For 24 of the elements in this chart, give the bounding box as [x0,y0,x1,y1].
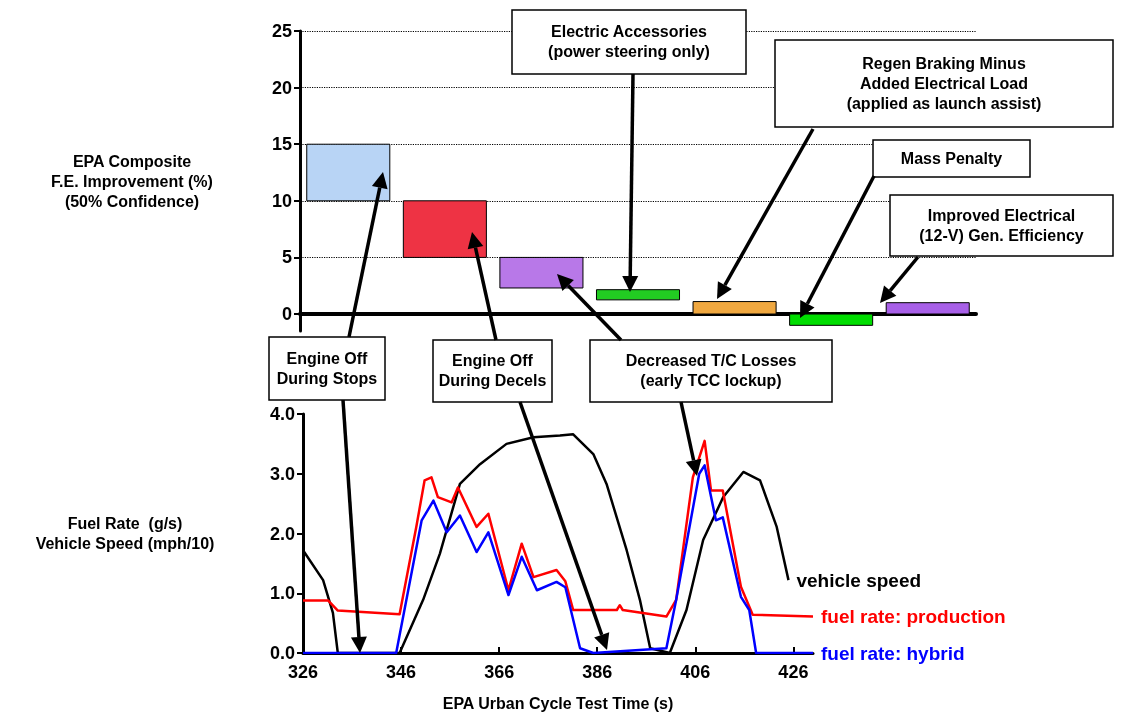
y-tick-label: 2.0 [269,523,295,544]
series-label: vehicle speed [796,569,922,591]
y-tick-label: 5 [281,247,292,268]
series-label: fuel rate: production [821,606,1006,628]
y-axis-title: EPA Composite F.E. Improvement (%) (50% Confidence) [51,152,213,210]
y-tick-label: 15 [271,134,292,155]
x-tick-label: 426 [778,662,809,682]
y-tick-label: 4.0 [269,404,295,424]
y-axis-title: Fuel Rate (g/s) Vehicle Speed (mph/10) [35,515,215,552]
y-tick-label: 25 [271,21,292,41]
y-tick-label: 10 [271,190,292,211]
y-tick-label: 0 [281,304,292,325]
x-tick-label: 366 [484,662,515,682]
x-axis-title: EPA Urban Cycle Test Time (s) [442,694,674,712]
x-tick-label: 346 [386,662,417,682]
series-label: fuel rate: hybrid [821,642,965,664]
y-tick-label: 1.0 [269,583,295,604]
bar [595,289,681,301]
x-tick-label: 406 [680,662,711,682]
x-tick-label: 326 [287,662,319,682]
y-tick-label: 3.0 [269,463,295,484]
y-tick-label: 0.0 [269,643,295,663]
y-tick-label: 20 [271,77,292,98]
x-tick-label: 386 [582,662,613,682]
